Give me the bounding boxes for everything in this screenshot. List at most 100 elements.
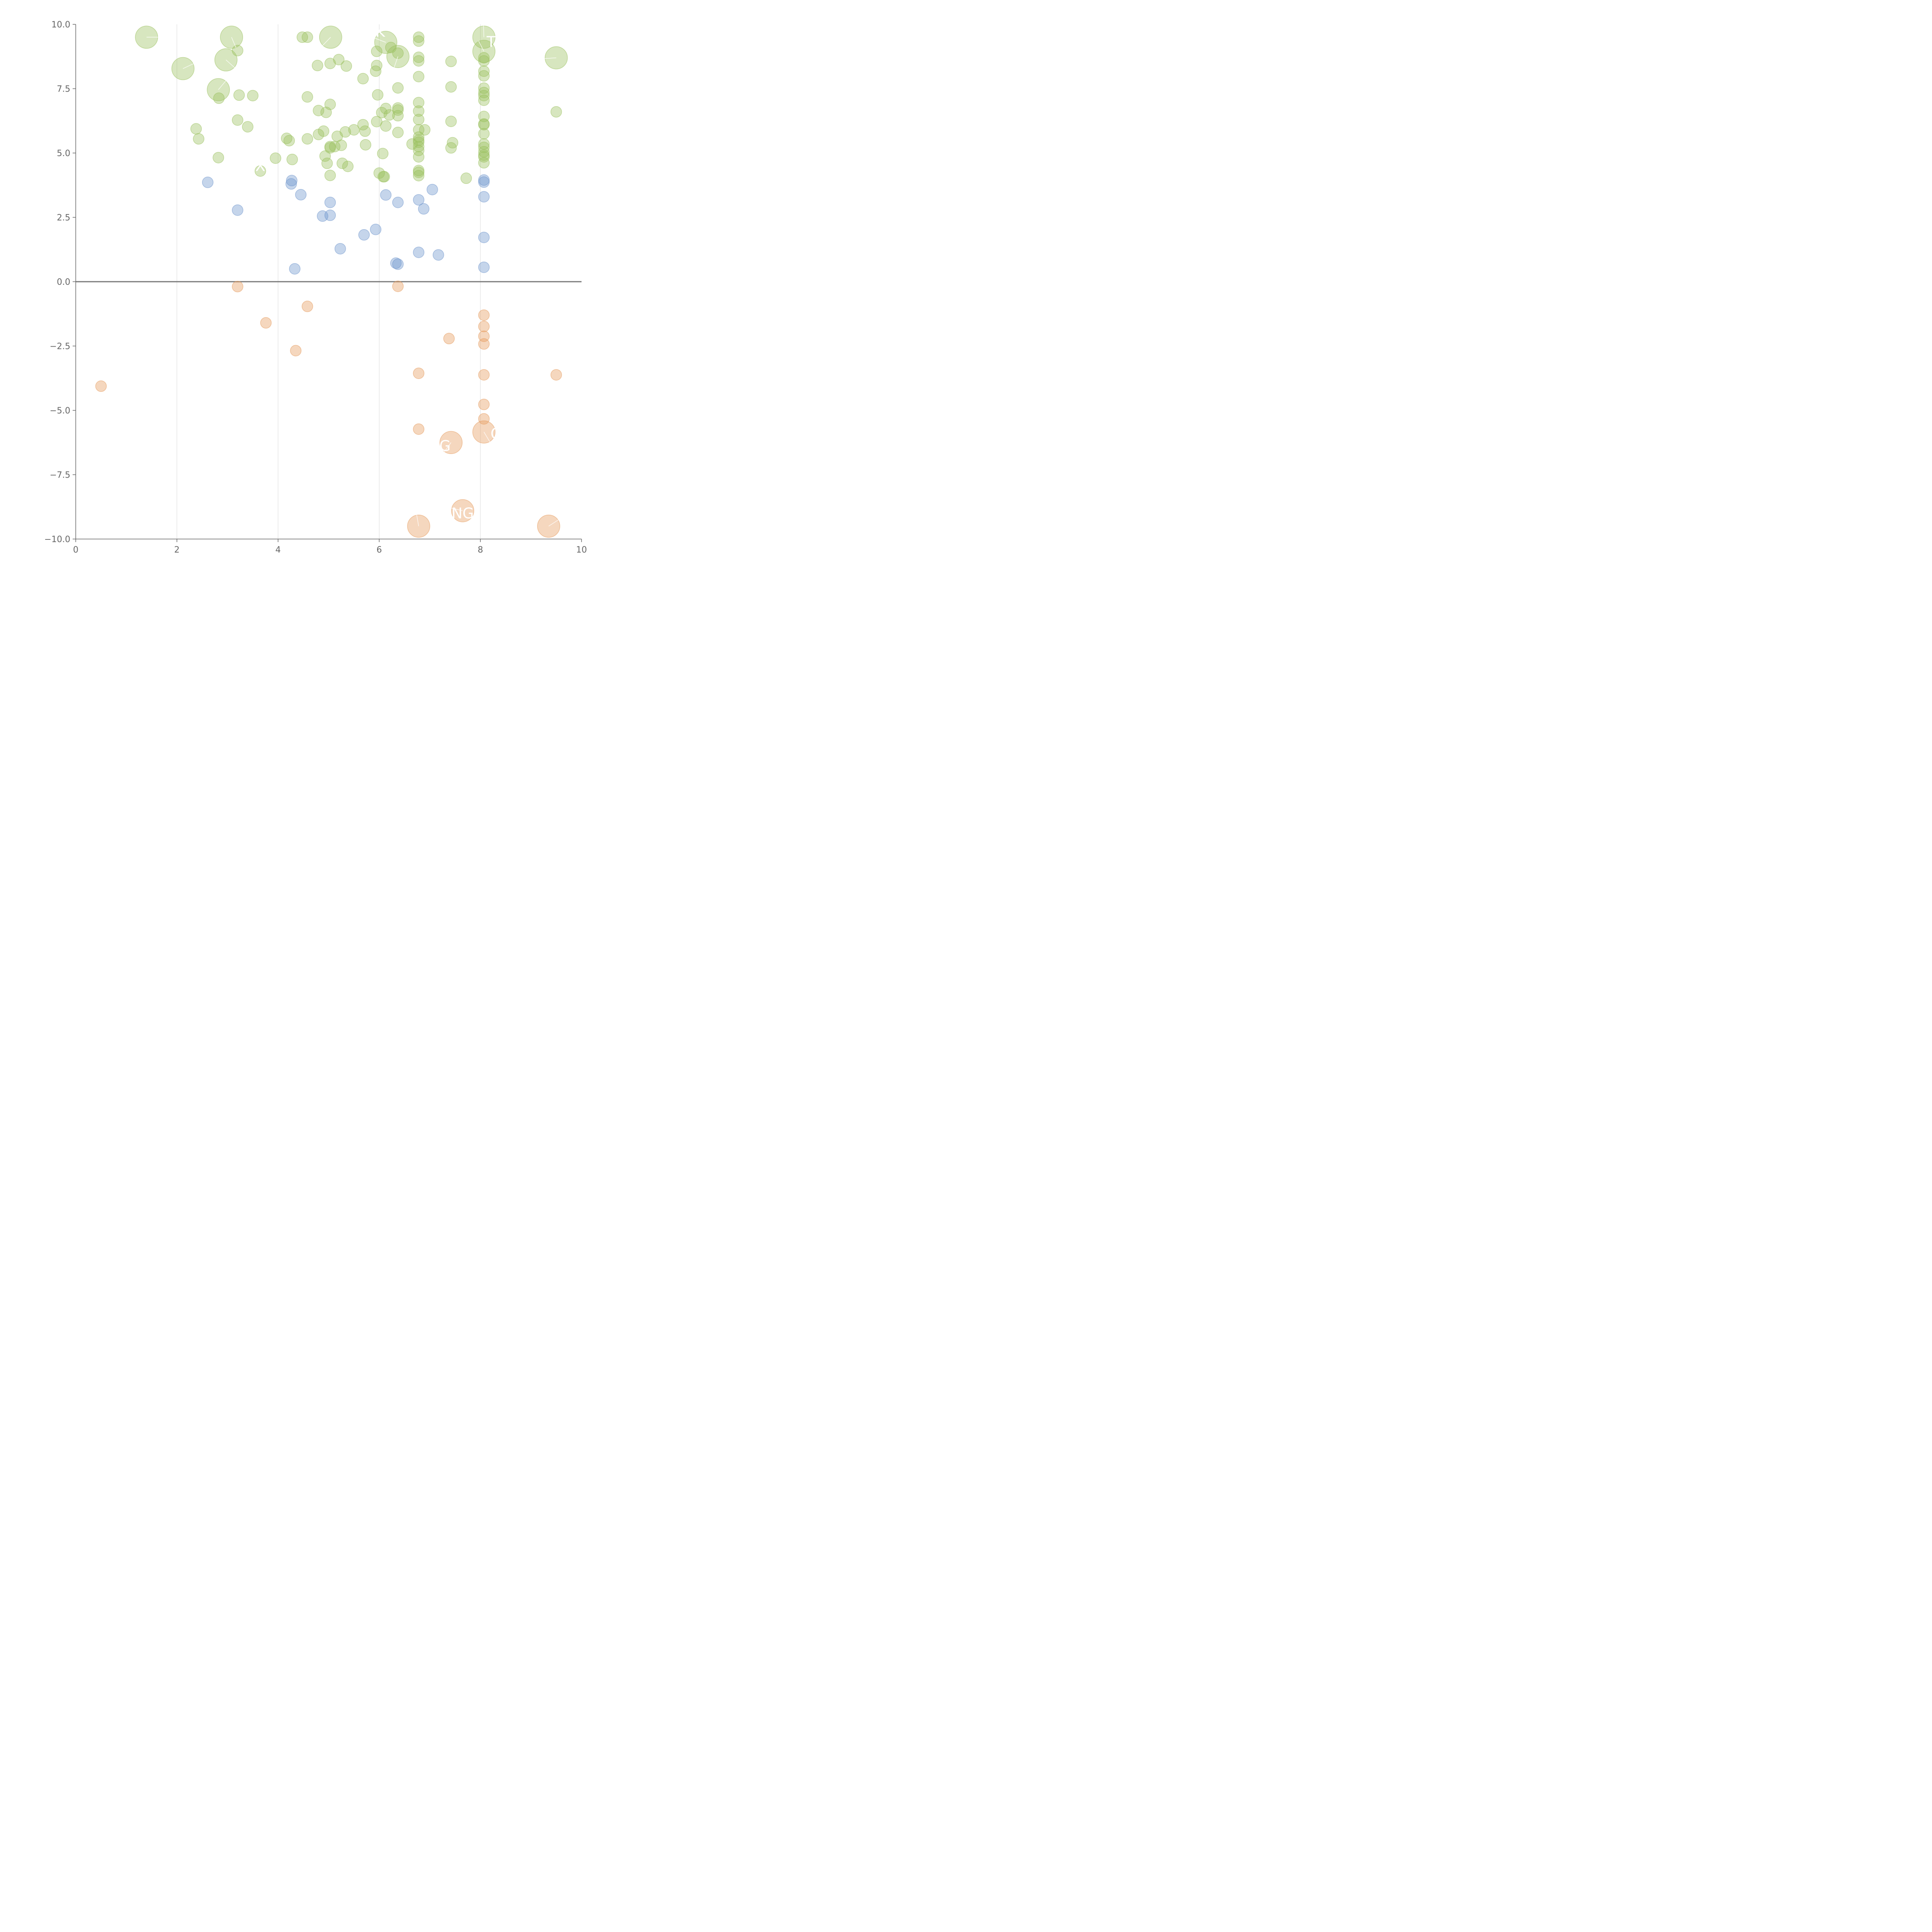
blue-bubble [478,191,490,202]
green-bubble [233,89,245,101]
green-bubble [270,152,281,164]
green-bubble [340,60,352,72]
green-bubble [550,106,562,118]
orange-bubble [478,309,490,321]
green-bubble [301,31,313,43]
blue-bubble [295,189,307,201]
blue-bubble [413,247,425,258]
green-bubble [413,97,425,109]
green-bubble [413,167,425,178]
leader-line [218,80,226,90]
y-tick-label: 7.5 [57,85,70,94]
green-bubble [371,46,383,57]
y-tick-label: −10.0 [44,535,70,544]
orange-bubble [413,367,425,379]
green-bubble [324,58,336,69]
green-bubble [413,114,425,126]
y-tick-label: −5.0 [50,406,70,416]
green-bubble [371,60,383,71]
green-bubble [413,51,425,63]
green-bubble [319,150,331,162]
bubble-label: G [439,437,451,454]
green-bubble [242,121,253,133]
x-tick-label: 0 [73,545,78,555]
green-bubble [301,133,313,145]
green-bubble [342,160,354,172]
y-tick-label: 5.0 [57,149,70,158]
green-bubble [383,109,395,121]
green-bubble [445,56,457,67]
leader-lines [146,26,559,527]
green-bubble [413,136,425,148]
green-bubble [311,60,323,71]
blue-bubble [358,229,370,241]
green-bubble [213,152,224,163]
blue-bubble [202,177,214,188]
blue-bubble [370,224,381,235]
green-bubble [478,65,490,77]
green-bubble [313,105,325,116]
orange-bubble [290,345,302,357]
green-bubble [348,124,360,136]
orange-bubble [95,380,107,392]
green-bubble [478,157,490,169]
y-tick-label: 10.0 [51,20,70,30]
green-bubble [337,157,348,169]
green-bubble [413,31,425,43]
leader-line [548,519,559,527]
leader-line [394,56,398,68]
green-bubble [445,116,457,127]
green-bubble [333,54,345,65]
y-tick-label: 0.0 [57,277,70,287]
blue-bubble [413,194,425,206]
leader-line [444,442,451,452]
blue-bubble [478,231,490,243]
bubble-label: K [376,23,386,40]
blue-bubble [324,197,336,208]
green-bubble [377,148,389,160]
leader-line [226,60,235,68]
green-bubble [321,157,333,169]
green-bubble [478,55,490,67]
green-bubble [478,70,490,82]
orange-bubble [550,369,562,381]
blue-bubble [432,249,444,261]
axes: 0 2 4 6 8 10 10.0 7.5 5.0 2.5 0.0 −2.5 −5.0 −7.5 −10.0 [44,20,587,555]
y-tick-label: −2.5 [50,342,70,352]
leader-line [231,37,236,48]
leader-line [483,432,490,442]
orange-bubble [392,281,404,292]
orange-bubble [478,369,490,381]
green-bubble [359,125,371,137]
orange-bubble [413,423,425,435]
bubble-label: O [490,425,502,442]
green-bubble [372,89,384,101]
leader-line [478,41,485,52]
green-bubble [193,133,204,145]
green-bubble [296,31,308,43]
bubble-chart: K TA X G O NG 0 2 4 6 8 10 10.0 7.5 5.0 2.5 0.0 −2.5 −5.0… [44,20,587,555]
x-tick-label: 4 [276,545,281,555]
blue-bubble [418,203,430,215]
green-bubble [213,92,225,104]
blue-bubble [324,209,336,221]
bubble-label: X [255,158,265,175]
blue-bubble [427,184,438,196]
green-bubble [392,126,404,138]
green-bubble [413,170,425,182]
green-bubble [324,170,336,181]
bubble-labels: K TA X G O NG [255,23,505,522]
green-bubble [190,123,202,135]
blue-bubble [392,197,404,208]
green-bubble [301,91,313,103]
green-bubble [370,65,381,77]
orange-bubble [478,338,490,350]
green-bubble [247,90,259,102]
green-bubble [324,142,336,154]
green-bubble [255,165,266,177]
blue-bubble [390,257,402,269]
x-tick-label: 10 [576,545,587,555]
green-bubble [478,119,490,131]
green-bubble [232,114,243,126]
green-bubble [232,45,243,56]
